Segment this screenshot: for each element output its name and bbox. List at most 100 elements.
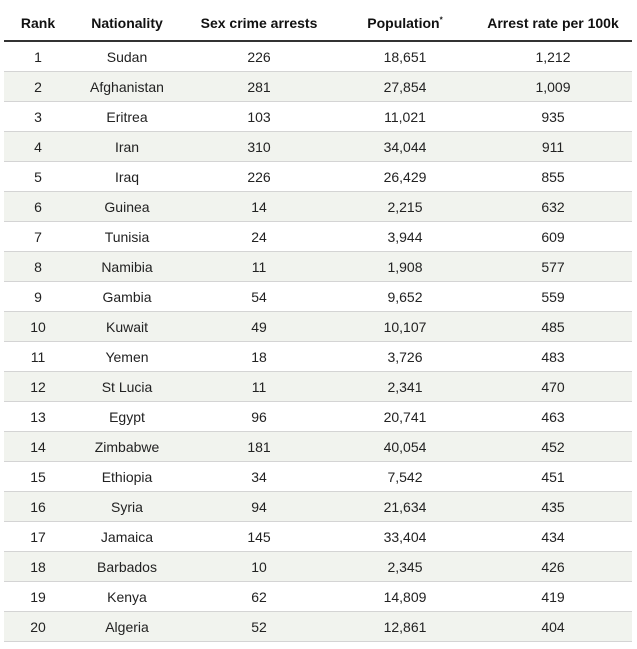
nationality-cell: Iran	[72, 131, 182, 162]
table-body: 1 Sudan 226 18,651 1,212 2 Afghanistan 281 27,85…	[4, 41, 632, 642]
population-cell: 40,054	[336, 431, 474, 462]
rank-cell: 9	[4, 281, 72, 312]
rank-cell: 5	[4, 161, 72, 192]
nationality-cell: Guinea	[72, 191, 182, 222]
population-cell: 7,542	[336, 461, 474, 492]
population-cell: 11,021	[336, 101, 474, 132]
table-row: 16 Syria 94 21,634 435	[4, 491, 632, 522]
arrest-rate-cell: 855	[474, 161, 632, 192]
arrests-cell: 281	[182, 71, 336, 102]
arrest-rate-cell: 911	[474, 131, 632, 162]
nationality-cell: Kenya	[72, 581, 182, 612]
header-rank: Rank	[4, 6, 72, 42]
rank-cell: 13	[4, 401, 72, 432]
arrests-cell: 145	[182, 521, 336, 552]
arrests-cell: 24	[182, 221, 336, 252]
population-cell: 3,944	[336, 221, 474, 252]
table-row: 12 St Lucia 11 2,341 470	[4, 371, 632, 402]
arrests-cell: 62	[182, 581, 336, 612]
nationality-cell: Yemen	[72, 341, 182, 372]
nationality-cell: Eritrea	[72, 101, 182, 132]
nationality-cell: Zimbabwe	[72, 431, 182, 462]
rank-cell: 4	[4, 131, 72, 162]
population-cell: 14,809	[336, 581, 474, 612]
table-row: 15 Ethiopia 34 7,542 451	[4, 461, 632, 492]
arrest-rate-table: Rank Nationality Sex crime arrests Popul…	[4, 6, 632, 642]
nationality-cell: Namibia	[72, 251, 182, 282]
arrest-rate-cell: 483	[474, 341, 632, 372]
population-cell: 2,345	[336, 551, 474, 582]
population-cell: 2,215	[336, 191, 474, 222]
rank-cell: 8	[4, 251, 72, 282]
rank-cell: 10	[4, 311, 72, 342]
arrest-rate-cell: 452	[474, 431, 632, 462]
population-cell: 20,741	[336, 401, 474, 432]
nationality-cell: Jamaica	[72, 521, 182, 552]
population-cell: 2,341	[336, 371, 474, 402]
population-cell: 33,404	[336, 521, 474, 552]
arrests-cell: 49	[182, 311, 336, 342]
nationality-cell: St Lucia	[72, 371, 182, 402]
rank-cell: 17	[4, 521, 72, 552]
population-cell: 3,726	[336, 341, 474, 372]
arrest-rate-cell: 609	[474, 221, 632, 252]
arrests-cell: 96	[182, 401, 336, 432]
population-cell: 18,651	[336, 41, 474, 72]
arrests-cell: 10	[182, 551, 336, 582]
header-nationality: Nationality	[72, 6, 182, 42]
table-row: 3 Eritrea 103 11,021 935	[4, 101, 632, 132]
table-row: 19 Kenya 62 14,809 419	[4, 581, 632, 612]
table-row: 9 Gambia 54 9,652 559	[4, 281, 632, 312]
rank-cell: 3	[4, 101, 72, 132]
arrests-cell: 181	[182, 431, 336, 462]
arrests-cell: 18	[182, 341, 336, 372]
arrests-cell: 11	[182, 251, 336, 282]
arrests-cell: 310	[182, 131, 336, 162]
rank-cell: 1	[4, 41, 72, 72]
arrest-rate-cell: 1,212	[474, 41, 632, 72]
nationality-cell: Tunisia	[72, 221, 182, 252]
rank-cell: 20	[4, 611, 72, 642]
nationality-cell: Barbados	[72, 551, 182, 582]
population-cell: 12,861	[336, 611, 474, 642]
arrest-rate-cell: 485	[474, 311, 632, 342]
header-sex-crime-arrests: Sex crime arrests	[182, 6, 336, 42]
rank-cell: 16	[4, 491, 72, 522]
header-row: Rank Nationality Sex crime arrests Popul…	[4, 6, 632, 42]
nationality-cell: Ethiopia	[72, 461, 182, 492]
header-population: Population*	[336, 6, 474, 42]
arrest-rate-cell: 935	[474, 101, 632, 132]
arrests-cell: 94	[182, 491, 336, 522]
rank-cell: 18	[4, 551, 72, 582]
rank-cell: 7	[4, 221, 72, 252]
rank-cell: 2	[4, 71, 72, 102]
table-row: 14 Zimbabwe 181 40,054 452	[4, 431, 632, 462]
population-cell: 10,107	[336, 311, 474, 342]
rank-cell: 11	[4, 341, 72, 372]
arrests-cell: 103	[182, 101, 336, 132]
arrest-rate-cell: 470	[474, 371, 632, 402]
table-row: 17 Jamaica 145 33,404 434	[4, 521, 632, 552]
table-row: 2 Afghanistan 281 27,854 1,009	[4, 71, 632, 102]
nationality-cell: Iraq	[72, 161, 182, 192]
arrest-rate-table-container: Rank Nationality Sex crime arrests Popul…	[4, 6, 632, 642]
arrest-rate-cell: 426	[474, 551, 632, 582]
arrest-rate-cell: 577	[474, 251, 632, 282]
header-population-label: Population	[367, 15, 440, 31]
population-cell: 27,854	[336, 71, 474, 102]
arrests-cell: 54	[182, 281, 336, 312]
arrest-rate-cell: 419	[474, 581, 632, 612]
arrest-rate-cell: 404	[474, 611, 632, 642]
arrest-rate-cell: 463	[474, 401, 632, 432]
table-row: 7 Tunisia 24 3,944 609	[4, 221, 632, 252]
arrest-rate-cell: 451	[474, 461, 632, 492]
population-footnote-mark: *	[439, 15, 443, 25]
table-row: 10 Kuwait 49 10,107 485	[4, 311, 632, 342]
rank-cell: 15	[4, 461, 72, 492]
arrest-rate-cell: 434	[474, 521, 632, 552]
table-row: 4 Iran 310 34,044 911	[4, 131, 632, 162]
rank-cell: 6	[4, 191, 72, 222]
table-row: 1 Sudan 226 18,651 1,212	[4, 41, 632, 72]
nationality-cell: Afghanistan	[72, 71, 182, 102]
table-row: 8 Namibia 11 1,908 577	[4, 251, 632, 282]
